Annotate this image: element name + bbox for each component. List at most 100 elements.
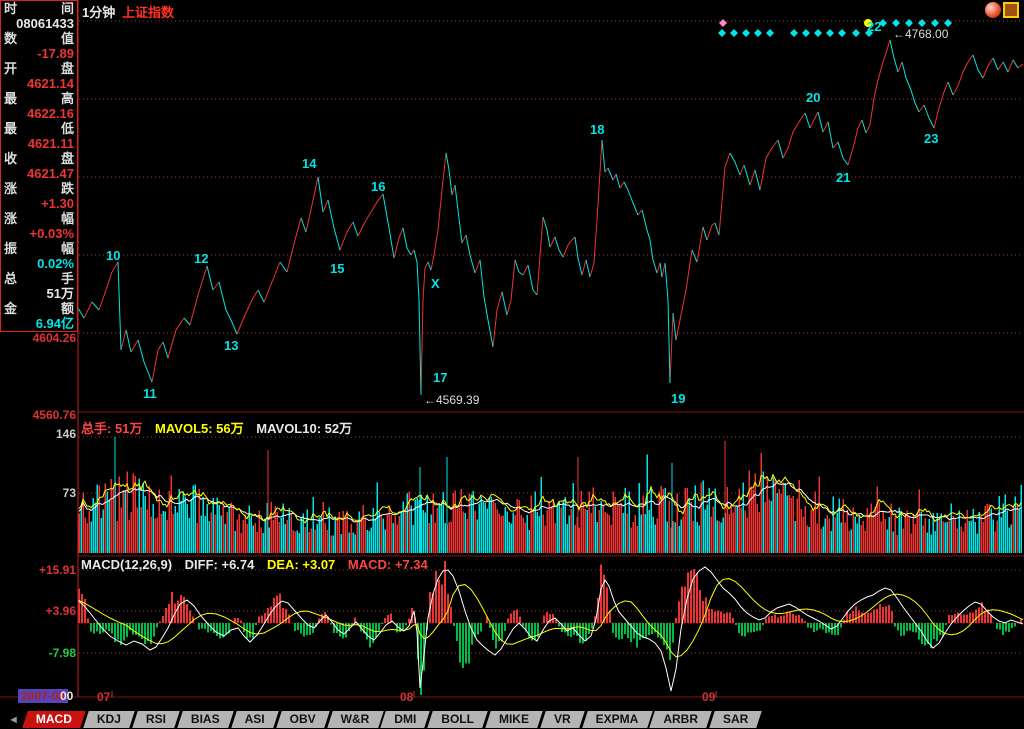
price-line (77, 39, 1024, 396)
svg-text:17: 17 (433, 370, 447, 385)
svg-text:10: 10 (106, 248, 120, 263)
tab-wandr[interactable]: W&R (326, 711, 384, 729)
svg-text:19: 19 (671, 391, 685, 406)
svg-text:22: 22 (867, 19, 881, 34)
sidebar-field-value: 6.94亿 (35, 316, 74, 331)
volume-pane-header: 总手: 51万 MAVOL5: 56万 MAVOL10: 52万 (81, 418, 361, 437)
macd-lines (77, 566, 1024, 692)
sidebar-field-label: 最高 (4, 91, 74, 106)
tab-label: KDJ (96, 712, 121, 726)
tab-bias[interactable]: BIAS (177, 711, 234, 729)
sidebar-field-value: 4621.14 (27, 76, 74, 91)
price-callouts: ←4768.00 ←4569.39 (424, 27, 949, 407)
sidebar-field-value: 4621.47 (27, 166, 74, 181)
tab-label: ARBR (663, 712, 698, 726)
sidebar-field-value: +0.03% (29, 226, 74, 241)
svg-text:20: 20 (806, 90, 820, 105)
sidebar-field-value: 0.02% (37, 256, 74, 271)
sidebar-field-value: 4621.11 (27, 136, 74, 151)
svg-text:146: 146 (56, 427, 76, 441)
macd-dea-label: DEA: +3.07 (267, 557, 336, 572)
marker-diamonds (718, 19, 952, 37)
tab-label: VR (553, 712, 571, 726)
tab-asi[interactable]: ASI (230, 711, 279, 729)
axis-labels: 4604.26 4560.76 146 73 +15.91 +3.96 -7.98 (33, 331, 77, 660)
macd-value-label: MACD: +7.34 (347, 557, 428, 572)
sidebar-field-label: 总手 (4, 271, 74, 286)
sidebar-field-value: 51万 (46, 286, 74, 301)
tab-rsi[interactable]: RSI (132, 711, 180, 729)
volume-total-label: 总手: 51万 (81, 421, 143, 436)
sidebar-field-label: 收盘 (4, 151, 74, 166)
tab-label: BIAS (190, 712, 220, 726)
tab-label: RSI (145, 712, 166, 726)
svg-text:X: X (431, 276, 440, 291)
pivot-labels: 10 11 12 13 14 15 16 17 18 19 20 21 22 23 X (106, 19, 938, 406)
svg-text:13: 13 (224, 338, 238, 353)
svg-text:+3.96: +3.96 (46, 604, 77, 618)
svg-text:-7.98: -7.98 (49, 646, 77, 660)
svg-text:11: 11 (143, 386, 157, 401)
macd-params-label: MACD(12,26,9) (81, 557, 173, 572)
svg-text:14: 14 (302, 156, 317, 171)
tab-label: EXPMA (595, 712, 639, 726)
tab-macd[interactable]: MACD (22, 711, 86, 729)
sidebar-field-label: 时间 (4, 1, 74, 16)
sidebar-field-value: -17.89 (37, 46, 74, 61)
svg-text:4604.26: 4604.26 (33, 331, 77, 345)
sidebar-field-label: 涨跌 (4, 181, 74, 196)
svg-text:+15.91: +15.91 (39, 563, 76, 577)
sidebar-field-label: 金额 (4, 301, 74, 316)
tab-sar[interactable]: SAR (709, 711, 763, 729)
tab-mike[interactable]: MIKE (485, 711, 543, 729)
svg-text:←4768.00: ←4768.00 (893, 27, 949, 41)
macd-diff-label: DIFF: +6.74 (184, 557, 255, 572)
svg-text:15: 15 (330, 261, 344, 276)
svg-text:16: 16 (371, 179, 385, 194)
tab-label: ASI (244, 712, 265, 726)
mavol10-label: MAVOL10: 52万 (256, 421, 353, 436)
svg-text:12: 12 (194, 251, 208, 266)
sidebar-field-value: 4622.16 (27, 106, 74, 121)
pane-borders (0, 0, 1024, 698)
sidebar-field-value: +1.30 (41, 196, 74, 211)
svg-text:←4569.39: ←4569.39 (424, 393, 480, 407)
tab-arbr[interactable]: ARBR (649, 711, 712, 729)
sidebar-field-label: 涨幅 (4, 211, 74, 226)
tab-scroll-left-icon[interactable]: ◄ (8, 714, 19, 726)
tab-obv[interactable]: OBV (275, 711, 330, 729)
tab-vr[interactable]: VR (540, 711, 585, 729)
indicator-tab-bar: ◄ MACD KDJ RSI BIAS ASI OBV W&R DMI BOLL MIKE VR EX… (0, 711, 1024, 729)
svg-text:4560.76: 4560.76 (33, 408, 77, 422)
tab-boll[interactable]: BOLL (427, 711, 488, 729)
tab-dmi[interactable]: DMI (380, 711, 431, 729)
tab-label: MACD (35, 712, 72, 726)
app-logo-icon (985, 2, 1001, 18)
symbol-name: 上证指数 (122, 5, 175, 20)
svg-text:21: 21 (836, 170, 850, 185)
volume-bars (78, 437, 1022, 553)
sidebar-field-label: 最低 (4, 121, 74, 136)
tab-kdj[interactable]: KDJ (83, 711, 135, 729)
tab-label: OBV (289, 712, 316, 726)
macd-pane-header: MACD(12,26,9) DIFF: +6.74 DEA: +3.07 MAC… (81, 557, 437, 572)
tab-expma[interactable]: EXPMA (581, 711, 653, 729)
macd-histogram (78, 561, 1022, 695)
maximize-icon[interactable] (1003, 2, 1019, 18)
sidebar-field-value: 08061433 (16, 16, 74, 31)
mavol5-label: MAVOL5: 56万 (155, 421, 244, 436)
sidebar-field-label: 振幅 (4, 241, 74, 256)
tab-label: BOLL (441, 712, 474, 726)
tab-label: W&R (340, 712, 370, 726)
tab-label: MIKE (498, 712, 529, 726)
chart-period-label: 1分钟 (82, 5, 116, 20)
svg-text:73: 73 (63, 486, 77, 500)
tab-label: SAR (723, 712, 749, 726)
svg-text:23: 23 (924, 131, 938, 146)
tab-label: DMI (394, 712, 417, 726)
svg-text:18: 18 (590, 122, 604, 137)
sidebar-field-label: 数值 (4, 31, 74, 46)
volume-ma-lines (78, 473, 1022, 524)
